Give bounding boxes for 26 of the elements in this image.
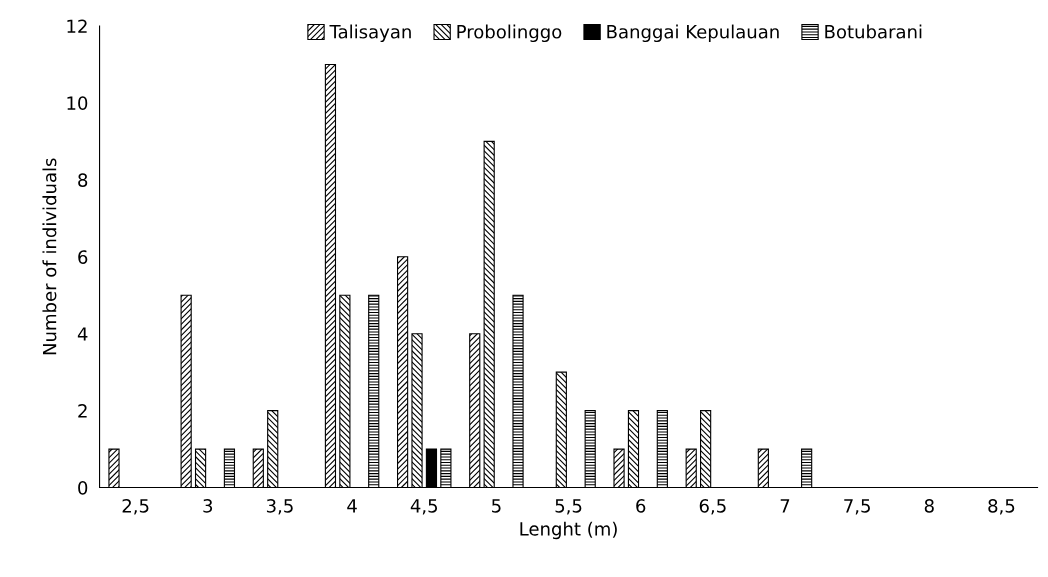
x-axis-title: Lenght (m) [520,521,617,540]
x-tick-label: 5,5 [555,499,582,515]
y-tick-label: 0 [78,481,88,495]
x-tick-label: 8,5 [988,498,1015,515]
legend-label: Banggai Kepulauan [607,24,779,43]
y-tick-label: 4 [77,327,88,341]
y-tick-label: 2 [78,404,87,418]
x-tick-label: 5 [492,499,501,513]
legend-label: Botubarani [825,24,922,39]
x-tick-label: 4 [347,499,357,513]
x-tick-label: 2,5 [122,498,149,515]
legend-label: Probolinggo [457,24,562,43]
y-tick-label: 8 [78,173,88,187]
x-tick-label: 8 [924,498,934,513]
y-tick-label: 6 [78,250,88,264]
x-tick-label: 6,5 [699,498,726,515]
legend-label: Talisayan [329,24,411,43]
y-axis-title: Number of individuals [42,158,57,355]
y-tick-label: 12 [67,19,87,33]
x-tick-label: 3 [203,498,213,513]
x-tick-label: 7 [780,499,790,513]
x-tick-label: 3,5 [266,498,293,515]
x-tick-label: 7,5 [844,499,870,515]
x-tick-label: 4,5 [410,499,438,515]
y-tick-label: 10 [67,96,88,111]
x-tick-label: 6 [636,498,646,513]
